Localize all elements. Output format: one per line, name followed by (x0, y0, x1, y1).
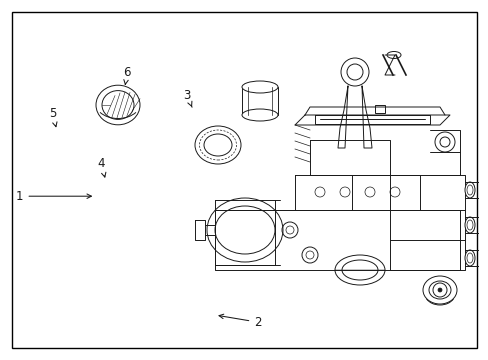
Text: 2: 2 (219, 314, 261, 329)
Text: 4: 4 (98, 157, 106, 177)
Text: 1: 1 (16, 190, 91, 203)
Bar (242, 87, 278, 115)
Ellipse shape (464, 250, 474, 266)
Bar (374, 105, 384, 113)
Ellipse shape (242, 109, 278, 121)
Ellipse shape (464, 182, 474, 198)
Circle shape (437, 288, 441, 292)
Ellipse shape (242, 81, 278, 93)
Text: 6: 6 (123, 66, 131, 85)
Text: 3: 3 (183, 89, 192, 107)
Text: 5: 5 (49, 107, 57, 127)
Ellipse shape (464, 217, 474, 233)
